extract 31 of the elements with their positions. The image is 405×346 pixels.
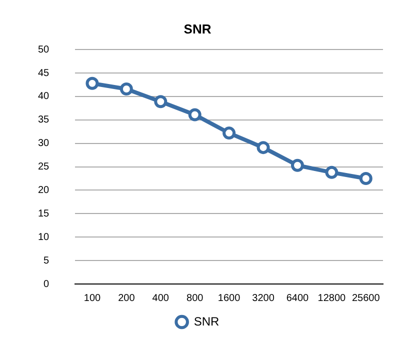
y-tick-label: 30 [38, 138, 50, 150]
y-tick-label: 10 [38, 232, 50, 243]
y-tick-label: 0 [44, 278, 50, 290]
y-tick-label: 40 [38, 91, 50, 102]
y-tick-label: 35 [38, 114, 50, 126]
legend-label: SNR [194, 314, 220, 328]
y-tick-label: 50 [38, 44, 50, 56]
y-tick-label: 20 [38, 184, 50, 196]
x-tick-label: 100 [84, 292, 102, 304]
point [154, 95, 168, 108]
x-tick-label: 200 [118, 292, 136, 304]
point [222, 126, 236, 140]
x-tick-label: 400 [152, 292, 170, 304]
point [120, 82, 133, 96]
x-tick-label: 12800 [318, 292, 346, 304]
point [256, 141, 270, 154]
x-tick-label: 25600 [352, 292, 380, 304]
point [325, 166, 338, 179]
y-tick-label: 15 [38, 208, 50, 220]
chart-title: SNR [184, 21, 212, 36]
x-tick-label: 3200 [252, 292, 275, 304]
point [359, 172, 372, 186]
x-tick-label: 800 [186, 292, 204, 304]
x-tick-label: 6400 [286, 292, 310, 304]
y-tick-label: 25 [38, 162, 50, 173]
x-tick-label: 1600 [218, 292, 241, 304]
y-tick-label: 5 [44, 255, 50, 266]
y-tick-label: 45 [38, 68, 50, 79]
point [290, 158, 304, 172]
point [188, 108, 202, 122]
point [86, 76, 99, 90]
